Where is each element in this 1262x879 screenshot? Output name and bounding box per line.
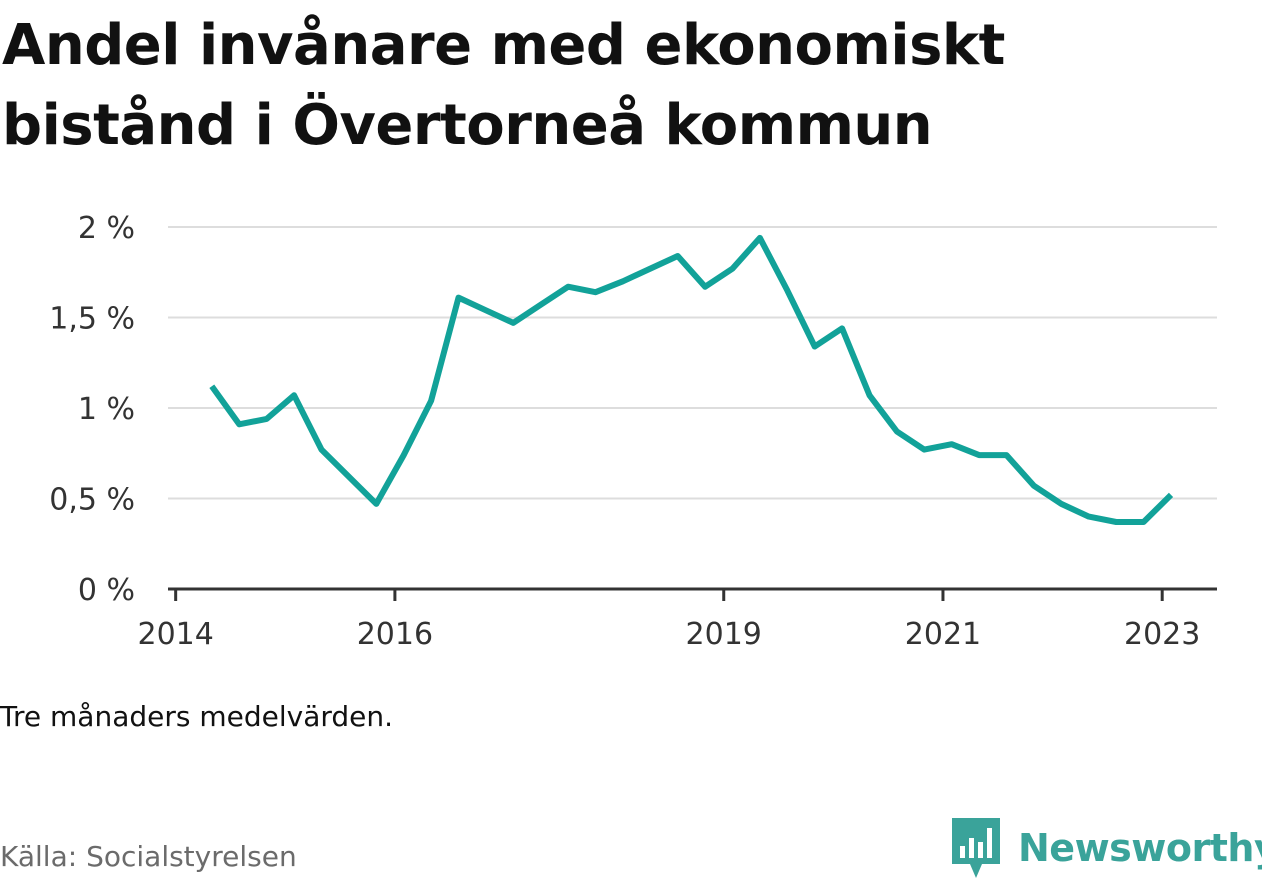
- brand-name: Newsworthy: [1018, 826, 1262, 870]
- x-tick-label: 2021: [905, 617, 981, 652]
- x-tick-label: 2023: [1124, 617, 1200, 652]
- x-axis: [168, 587, 1217, 601]
- source-credit: Källa: Socialstyrelsen: [0, 840, 297, 873]
- chart-title: Andel invånare med ekonomiskt bistånd i …: [2, 13, 1005, 158]
- chart-note: Tre månaders medelvärden.: [0, 700, 394, 733]
- series-line-group: [209, 234, 1174, 525]
- y-tick-label: 0 %: [78, 573, 135, 608]
- newsworthy-logo-icon: [952, 818, 1000, 878]
- line-chart: 0 % 0,5 % 1 % 1,5 % 2 % 2014 2016 2019 2021 2023: [49, 211, 1217, 652]
- series-line: [209, 234, 1174, 525]
- x-tick-label: 2019: [686, 617, 762, 652]
- y-tick-label: 1 %: [78, 392, 135, 427]
- y-tick-label: 2 %: [78, 211, 135, 246]
- brand-logo: Newsworthy: [952, 818, 1262, 878]
- x-tick-label: 2014: [137, 617, 213, 652]
- x-axis-labels: 2014 2016 2019 2021 2023: [137, 617, 1200, 652]
- y-axis-labels: 0 % 0,5 % 1 % 1,5 % 2 %: [49, 211, 135, 608]
- x-tick-label: 2016: [357, 617, 433, 652]
- y-tick-label: 1,5 %: [49, 302, 135, 337]
- gridlines: [168, 226, 1217, 500]
- y-tick-label: 0,5 %: [49, 483, 135, 518]
